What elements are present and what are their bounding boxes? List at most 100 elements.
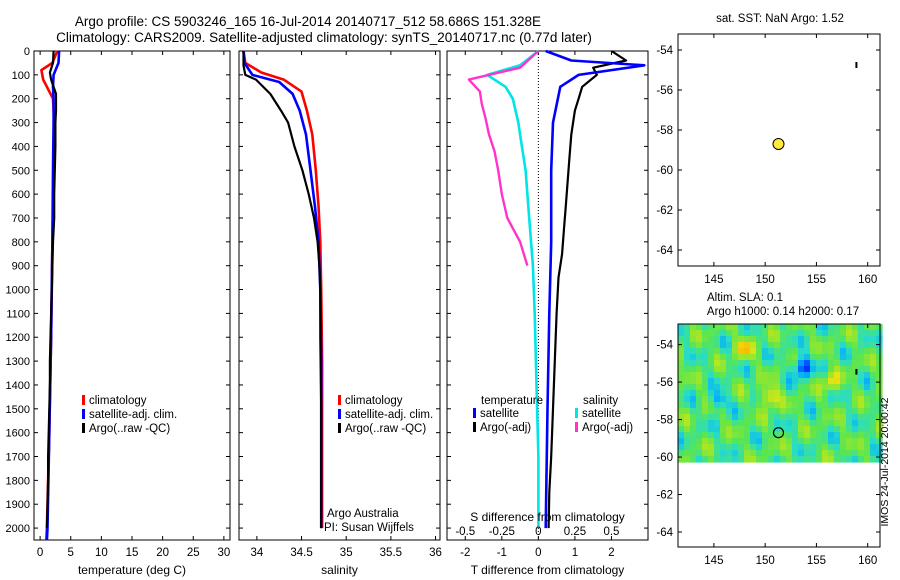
sla-cell [690,408,697,415]
sla-cell [708,324,715,331]
sla-cell [768,408,775,415]
sla-cell [756,432,763,439]
sla-cell [816,396,823,403]
sla-cell [678,396,685,403]
sla-cell [834,408,841,415]
sla-cell [828,426,835,433]
sla-cell [744,372,751,379]
sla-cell [720,390,727,397]
sla-cell [696,336,703,343]
legend-title-salinity: salinity [583,395,618,407]
sla-cell [738,432,745,439]
sla-cell [690,384,697,391]
salinity-series-climatology [242,50,324,529]
sla-cell [726,360,733,367]
sla-cell [792,432,799,439]
sla-cell [780,450,787,457]
sla-cell [876,438,883,445]
sla-cell [810,372,817,379]
sla-cell [864,330,871,337]
sla-cell [810,402,817,409]
sla-cell [792,342,799,349]
sla-cell [798,342,805,349]
sla-cell [756,336,763,343]
sla-cell [786,426,793,433]
sla-cell [870,360,877,367]
sla-cell [738,450,745,457]
sla-cell [690,378,697,385]
salinity-xtick-label: 34 [250,547,263,559]
sla-cell [834,414,841,421]
sla-cell [714,438,721,445]
sla-cell [756,324,763,331]
sla-cell [840,336,847,343]
sla-cell [798,396,805,403]
depth-tick-label: 1900 [6,499,30,511]
sla-cell [750,366,757,373]
sla-cell [738,402,745,409]
sla-cell [810,354,817,361]
sla-cell [768,396,775,403]
sla-cell [690,360,697,367]
sla-cell [840,354,847,361]
sla-cell [828,378,835,385]
sla-cell [834,342,841,349]
sla-cell [864,450,871,457]
sla-cell [690,432,697,439]
temperature-xtick-label: 5 [68,547,74,559]
sla-cell [726,378,733,385]
sla-cell [852,390,859,397]
sla-cell [720,360,727,367]
sla-cell [792,324,799,331]
sla-cell [756,354,763,361]
legend-swatch-salinity-argo [338,423,341,433]
sla-cell [858,438,865,445]
salinity-difference-tick-label: 0.25 [564,526,586,538]
sla-cell [876,390,883,397]
sla-cell [768,342,775,349]
sla-cell [864,354,871,361]
sla-cell [846,426,853,433]
sla-cell [852,360,859,367]
sla-cell [840,426,847,433]
sla-cell [714,342,721,349]
sla-cell [870,396,877,403]
salinity-difference-tick-label: 0.5 [603,526,619,538]
temperature-panel: 0100200300400500600700800900100011001200… [6,46,231,577]
sla-cell [750,432,757,439]
sla-cell [792,330,799,337]
sla-cell [690,330,697,337]
sla-cell [798,336,805,343]
sla-cell [726,372,733,379]
sla-cell [744,414,751,421]
sla-cell [750,348,757,355]
sla-cell [696,372,703,379]
sla-cell [702,408,709,415]
sla-cell [762,354,769,361]
sla-cell [792,414,799,421]
sla-cell [732,432,739,439]
sla-cell [714,414,721,421]
sla-cell [816,426,823,433]
sla-cell [732,372,739,379]
sla-cell [702,348,709,355]
sla-cell [708,354,715,361]
sla-cell [846,456,853,463]
sla-cell [720,420,727,427]
sla-cell [876,432,883,439]
sla-cell [852,456,859,463]
sla-cell [684,336,691,343]
sla-cell [852,330,859,337]
sla-cell [696,390,703,397]
sla-cell [744,342,751,349]
sla-cell [684,456,691,463]
sla-cell [828,324,835,331]
sla-cell [786,378,793,385]
sla-cell [786,384,793,391]
legend-label-diff-temp-1: Argo(-adj) [480,422,531,434]
sla-cell [858,414,865,421]
sla-cell [714,378,721,385]
sla-cell [792,354,799,361]
sla-cell [780,366,787,373]
sla-cell [744,360,751,367]
